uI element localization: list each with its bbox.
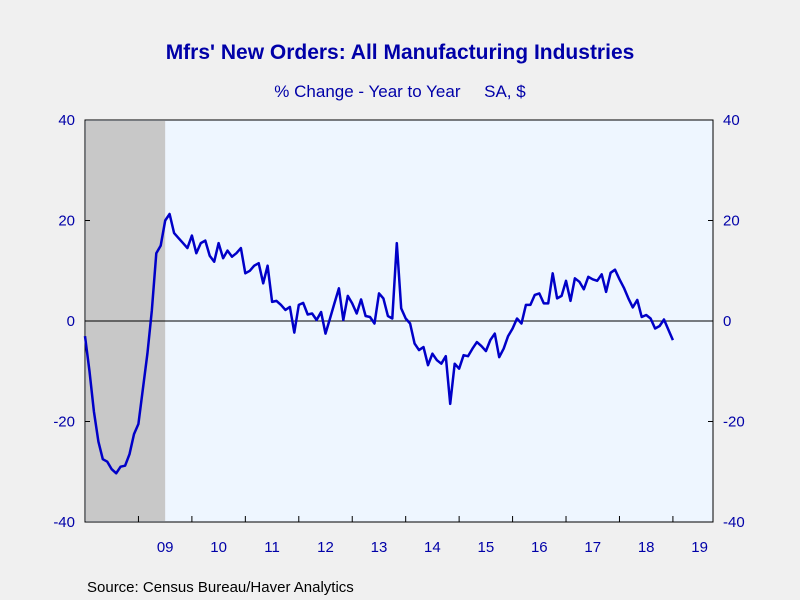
- source-note: Source: Census Bureau/Haver Analytics: [87, 579, 354, 596]
- x-tick-label: 18: [638, 539, 655, 556]
- y-tick-label-left: -20: [53, 414, 75, 431]
- x-axis: 09 10 11 12 13 14 15 16 17 18 19: [137, 516, 708, 556]
- y-tick-label-left: 20: [58, 213, 75, 230]
- y-axis-left: 40 20 0 -20 -40: [53, 112, 90, 531]
- y-tick-label-right: 40: [723, 112, 740, 129]
- series-line: [83, 212, 675, 475]
- y-axis-right: 40 20 0 -20 -40: [708, 112, 745, 531]
- x-tick-label: 19: [691, 539, 708, 556]
- x-tick-label: 09: [157, 539, 174, 556]
- x-tick-label: 14: [424, 539, 441, 556]
- chart-title: Mfrs' New Orders: All Manufacturing Indu…: [166, 41, 635, 64]
- x-tick-label: 12: [317, 539, 334, 556]
- y-tick-label-left: 40: [58, 112, 75, 129]
- x-tick-label: 16: [531, 539, 548, 556]
- y-tick-label-right: -40: [723, 514, 745, 531]
- y-tick-label-left: -40: [53, 514, 75, 531]
- x-tick-label: 13: [371, 539, 388, 556]
- x-tick-label: 11: [264, 539, 280, 556]
- x-tick-label: 10: [210, 539, 227, 556]
- y-tick-label-right: 20: [723, 213, 740, 230]
- y-tick-label-right: 0: [723, 313, 731, 330]
- x-tick-label: 17: [584, 539, 601, 556]
- y-tick-label-left: 0: [67, 313, 75, 330]
- chart-subtitle: % Change - Year to Year SA, $: [274, 82, 526, 101]
- y-tick-label-right: -20: [723, 414, 745, 431]
- x-tick-label: 15: [478, 539, 495, 556]
